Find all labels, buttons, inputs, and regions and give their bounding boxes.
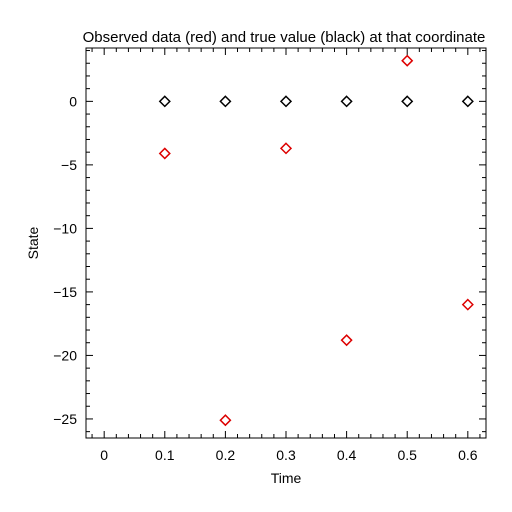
true-value-point xyxy=(461,95,474,108)
true-value-point xyxy=(340,95,353,108)
true-value-point xyxy=(219,95,232,108)
x-tick-label: 0.4 xyxy=(337,447,357,463)
y-tick-label: 0 xyxy=(69,93,77,109)
y-axis-label: State xyxy=(25,226,41,259)
y-tick-label: −25 xyxy=(53,411,77,427)
observed-point xyxy=(279,142,293,155)
x-tick-label: 0.2 xyxy=(216,447,236,463)
true-value-point xyxy=(279,95,293,108)
x-tick-label: 0.1 xyxy=(155,447,175,463)
observed-point xyxy=(219,414,232,427)
y-tick-label: −10 xyxy=(53,220,77,236)
axis-ticks xyxy=(86,48,486,438)
y-tick-label: −15 xyxy=(53,284,77,300)
data-markers xyxy=(158,54,474,427)
axis-tick-labels: 0 0.1 0.2 0.3 0.4 0.5 0.6 0 −5 −10 −15 −20 −25 xyxy=(53,93,478,463)
x-tick-label: 0.3 xyxy=(276,447,296,463)
observed-point xyxy=(158,147,171,160)
observed-point xyxy=(401,54,414,67)
y-tick-label: −5 xyxy=(61,157,77,173)
y-tick-label: −20 xyxy=(53,347,77,363)
true-value-point xyxy=(401,95,414,108)
x-axis-label: Time xyxy=(271,470,302,486)
x-tick-label: 0 xyxy=(100,447,108,463)
x-tick-label: 0.5 xyxy=(397,447,417,463)
observed-point xyxy=(461,298,474,311)
observed-point xyxy=(340,334,353,347)
x-tick-label: 0.6 xyxy=(458,447,478,463)
true-value-point xyxy=(158,95,171,108)
chart-title: Observed data (red) and true value (blac… xyxy=(83,29,486,46)
